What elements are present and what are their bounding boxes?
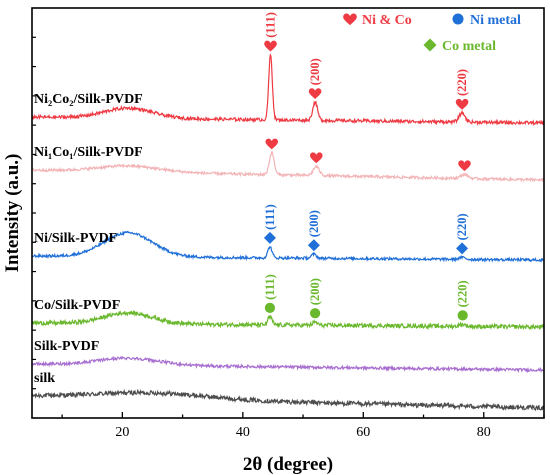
legend: Ni & Co Ni metal Co metal: [343, 13, 521, 54]
series-label-silk-pvdf: Silk-PVDF: [34, 339, 99, 354]
peak-label: (220): [455, 213, 469, 240]
peak-marker-heart-icon: [265, 138, 279, 150]
legend-heart-icon: [343, 13, 357, 26]
legend-entry-ni-metal: Ni metal: [470, 13, 521, 28]
x-axis-ticks: 20 40 60 80: [61, 412, 545, 440]
peak-marker-heart-icon: [458, 160, 471, 172]
series-line-ni-silk-pvdf: [31, 230, 545, 263]
marker-group: (111) (200) (220) (111) (200) (220) (111) (200)…: [263, 12, 471, 321]
series-label-ni-co-silk-pvdf: Ni₂Co₂/Silk-PVDF: [34, 92, 143, 107]
series-label-group: silk Silk-PVDF Co/Silk-PVDF Ni/Silk-PVDF Ni₁…: [34, 92, 143, 386]
legend-diamond-icon: [423, 38, 437, 52]
series-label-co-silk-pvdf: Co/Silk-PVDF: [34, 298, 120, 313]
peak-marker-diamond-icon: [456, 242, 469, 255]
series-label-silk: silk: [34, 371, 55, 386]
series-label-ni-co-silk-pvdf: Ni₁Co₁/Silk-PVDF: [34, 145, 143, 160]
peak-label: (200): [308, 278, 322, 305]
x-tick-label: 40: [236, 425, 250, 440]
peak-label: (200): [307, 210, 321, 237]
peak-marker-circle-icon: [310, 308, 321, 319]
peak-marker-diamond-icon: [263, 231, 276, 244]
peak-marker-circle-icon: [457, 310, 468, 321]
peak-label: (111): [263, 274, 277, 300]
series-line-silk-pvdf: [31, 355, 545, 374]
legend-entry-ni-co: Ni & Co: [362, 13, 412, 28]
x-tick-label: 20: [115, 425, 129, 440]
legend-entry-co-metal: Co metal: [442, 39, 496, 54]
series-line-co-silk-pvdf: [31, 310, 545, 331]
peak-label: (220): [456, 280, 470, 307]
x-tick-label: 80: [477, 425, 491, 440]
series-line-ni-co-silk-pvdf: [31, 53, 545, 126]
peak-marker-diamond-icon: [307, 239, 320, 252]
y-axis-ticks: [32, 36, 36, 390]
peak-label: (200): [308, 58, 322, 85]
peak-label: (220): [455, 69, 469, 96]
series-label-ni-silk-pvdf: Ni/Silk-PVDF: [34, 231, 117, 246]
peak-label: (111): [264, 12, 278, 38]
x-axis-title: 2θ (degree): [243, 454, 333, 475]
series-line-silk: [31, 388, 545, 412]
peak-label: (111): [263, 204, 277, 230]
peak-marker-circle-icon: [264, 302, 276, 313]
series-line-ni-co-silk-pvdf: [31, 150, 545, 183]
x-tick-label: 60: [356, 425, 370, 440]
peak-marker-heart-icon: [308, 88, 322, 100]
peak-marker-heart-icon: [455, 98, 469, 110]
y-axis-title: Intensity (a.u.): [2, 154, 23, 273]
series-group: [31, 53, 545, 412]
peak-marker-heart-icon: [309, 152, 323, 164]
legend-circle-icon: [452, 13, 464, 25]
peak-marker-heart-icon: [264, 40, 277, 52]
